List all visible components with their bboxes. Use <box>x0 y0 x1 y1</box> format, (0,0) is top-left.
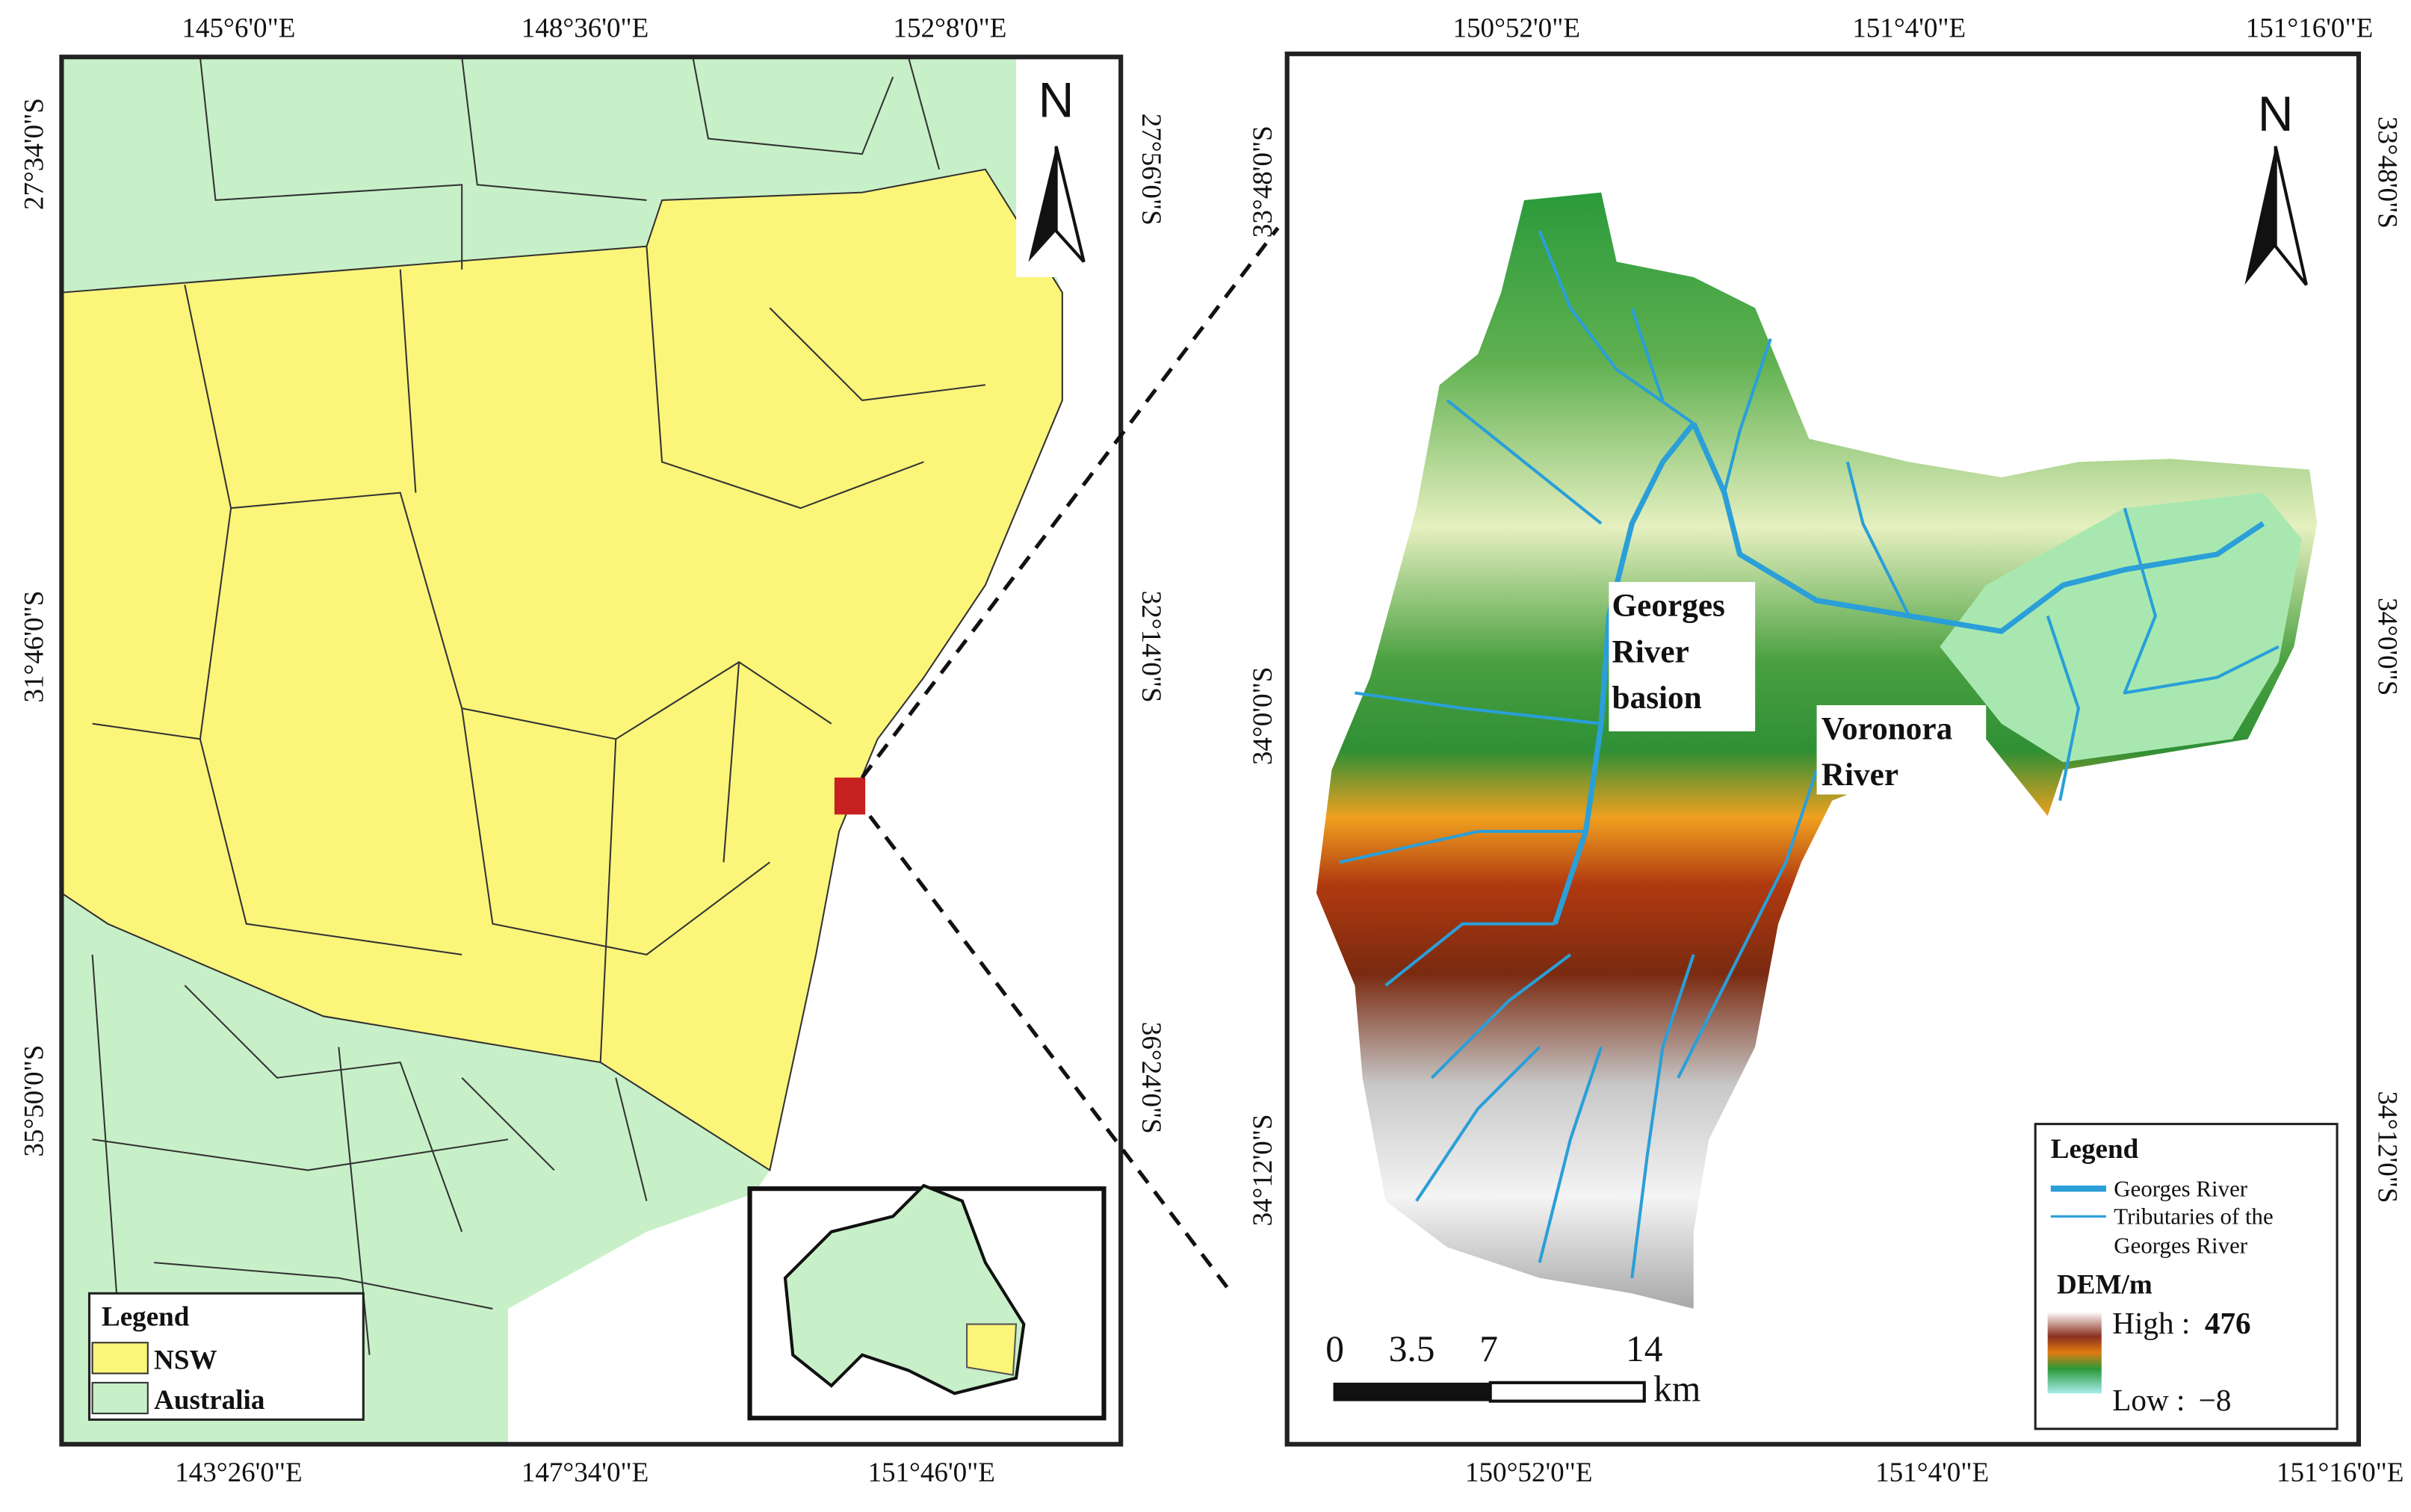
basin-label: basion <box>1612 680 1702 716</box>
legend-title: Legend <box>102 1302 190 1333</box>
legend-swatch <box>91 1342 149 1375</box>
north-label: N <box>2258 86 2294 141</box>
dem-high: 476 <box>2205 1306 2251 1340</box>
coord-label: 151°16'0"E <box>2277 1457 2404 1488</box>
coord-label: 147°34'0"E <box>521 1457 649 1488</box>
boundaries <box>91 56 985 1386</box>
scale-bar: km 0 3.5 7 14 <box>1325 1328 1700 1410</box>
coord-label: 27°34'0"S <box>19 98 50 210</box>
legend-item: NSW <box>154 1345 217 1375</box>
coord-label: 143°26'0"E <box>175 1457 303 1488</box>
coord-label: 36°24'0"S <box>1136 1022 1166 1134</box>
inset-australia <box>783 1183 1026 1395</box>
coord-label: 33°48'0"S <box>2372 117 2403 229</box>
coord-label: 152°8'0"E <box>893 13 1006 43</box>
coord-label: 151°46'0"E <box>867 1457 995 1488</box>
scale-unit: km <box>1653 1369 1700 1410</box>
right-map: Georges River basion Voronora River N km… <box>1284 52 2362 1447</box>
legend-item: Tributaries of the <box>2114 1203 2273 1230</box>
dem-low-label: Low : <box>2112 1383 2185 1417</box>
dem-low: −8 <box>2199 1383 2232 1417</box>
dem-ramp <box>2047 1312 2102 1394</box>
coord-label: 150°52'0"E <box>1452 13 1580 43</box>
coord-label: 150°52'0"E <box>1465 1457 1593 1488</box>
scale-tick: 0 <box>1325 1328 1344 1369</box>
left-map: N Legend NSW Australia <box>59 55 1124 1447</box>
basin-label: River <box>1612 633 1689 669</box>
coord-label: 145°6'0"E <box>182 13 295 43</box>
coord-label: 151°16'0"E <box>2246 13 2374 43</box>
river-label: River <box>1822 757 1898 793</box>
legend-item: Georges River <box>2114 1175 2248 1201</box>
legend-swatch <box>91 1381 149 1415</box>
coord-label: 32°14'0"S <box>1136 591 1166 703</box>
coord-label: 34°0'0"S <box>1248 667 1278 765</box>
coord-label: 34°0'0"S <box>2372 598 2403 695</box>
north-arrow <box>1054 146 1086 263</box>
left-frame <box>59 55 1124 1447</box>
north-label: N <box>1039 72 1074 128</box>
legend-title: Legend <box>2051 1134 2139 1165</box>
dem-high-label: High : <box>2112 1306 2190 1340</box>
dem-title: DEM/m <box>2057 1269 2152 1300</box>
connector <box>868 814 1234 1295</box>
label-box <box>1816 704 1987 795</box>
scale-tick: 3.5 <box>1389 1328 1435 1369</box>
legend-item: Australia <box>154 1385 264 1416</box>
coord-label: 151°4'0"E <box>1852 13 1966 43</box>
catchment-east <box>1940 492 2302 763</box>
basin-label: Georges <box>1612 587 1725 623</box>
scale-segment <box>1488 1381 1646 1403</box>
coord-label: 27°56'0"S <box>1136 114 1166 226</box>
coord-label: 31°46'0"S <box>19 591 50 703</box>
legend-item: Georges River <box>2114 1233 2248 1259</box>
label-box <box>1609 582 1756 732</box>
nsw <box>61 168 1063 1172</box>
inset-nsw <box>966 1323 1018 1376</box>
coord-label: 33°48'0"S <box>1248 126 1278 238</box>
river-label: Voronora <box>1822 710 1952 746</box>
study-area <box>834 777 866 815</box>
connector <box>860 226 1280 779</box>
scale-segment <box>1333 1382 1491 1401</box>
ocean <box>508 57 1121 1445</box>
coord-label: 34°12'0"S <box>2372 1091 2403 1203</box>
scale-tick: 14 <box>1626 1328 1662 1369</box>
north-arrow <box>2274 146 2308 286</box>
scale-tick: 7 <box>1479 1328 1498 1369</box>
coord-label: 148°36'0"E <box>521 13 649 43</box>
coord-label: 151°4'0"E <box>1875 1457 1989 1488</box>
coord-label: 34°12'0"S <box>1248 1114 1278 1226</box>
coord-label: 35°50'0"S <box>19 1045 50 1157</box>
